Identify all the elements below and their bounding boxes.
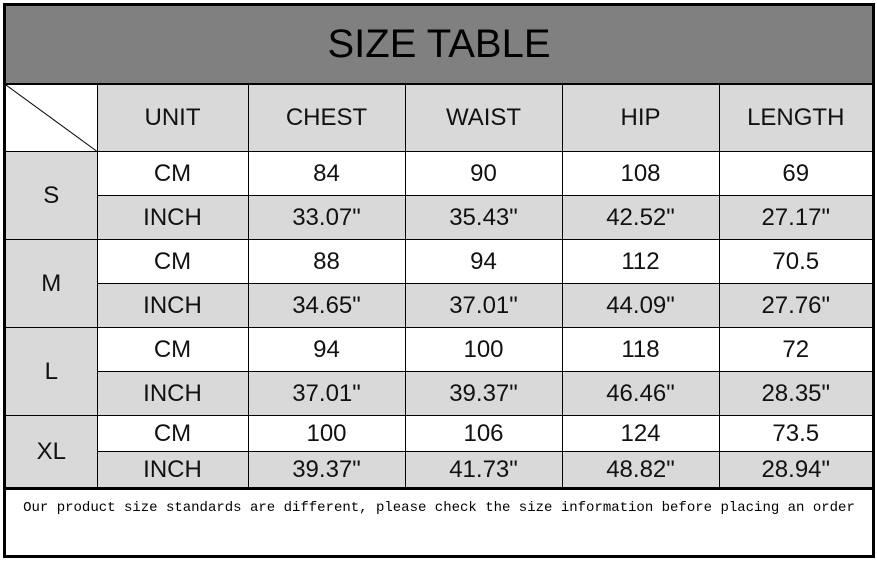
table-row: L CM 94 100 118 72 — [6, 327, 872, 416]
measurement-cell: 118 — [561, 327, 720, 372]
header-hip: HIP — [561, 85, 720, 152]
unit-cell: INCH — [97, 451, 249, 488]
measurement-cell: 100 — [404, 327, 563, 372]
measurement-cell: 73.5 — [718, 415, 872, 452]
measurement-cell: 70.5 — [718, 239, 872, 284]
table-row: INCH 34.65" 37.01" 44.09" 27.76" — [6, 283, 872, 328]
size-note: Our product size standards are different… — [6, 488, 872, 558]
measurement-cell: 88 — [247, 239, 406, 284]
measurement-cell: 84 — [247, 151, 406, 196]
measurement-cell: 39.37" — [404, 371, 563, 416]
measurement-cell: 34.65" — [247, 283, 406, 328]
size-grid: UNIT CHEST WAIST HIP LENGTH S CM 84 90 108 69… — [6, 85, 872, 488]
header-row: UNIT CHEST WAIST HIP LENGTH — [6, 85, 872, 152]
size-label: M — [6, 239, 98, 328]
table-title: SIZE TABLE — [6, 6, 872, 85]
measurement-cell: 69 — [718, 151, 872, 196]
corner-cell — [6, 85, 98, 152]
size-label: XL — [6, 415, 98, 488]
measurement-cell: 27.17" — [718, 195, 872, 240]
header-chest: CHEST — [247, 85, 406, 152]
table-row: INCH 37.01" 39.37" 46.46" 28.35" — [6, 371, 872, 416]
size-label: L — [6, 327, 98, 416]
header-waist: WAIST — [404, 85, 563, 152]
measurement-cell: 106 — [404, 415, 563, 452]
measurement-cell: 100 — [247, 415, 406, 452]
measurement-cell: 37.01" — [247, 371, 406, 416]
measurement-cell: 108 — [561, 151, 720, 196]
table-row: INCH 33.07" 35.43" 42.52" 27.17" — [6, 195, 872, 240]
header-length: LENGTH — [718, 85, 872, 152]
measurement-cell: 28.35" — [718, 371, 872, 416]
size-table: SIZE TABLE UNIT CHEST WAIST HIP LENGTH S… — [3, 3, 875, 558]
unit-cell: INCH — [97, 283, 249, 328]
measurement-cell: 37.01" — [404, 283, 563, 328]
measurement-cell: 124 — [561, 415, 720, 452]
unit-cell: INCH — [97, 195, 249, 240]
measurement-cell: 41.73" — [404, 451, 563, 488]
measurement-cell: 46.46" — [561, 371, 720, 416]
measurement-cell: 28.94" — [718, 451, 872, 488]
table-row: M CM 88 94 112 70.5 — [6, 239, 872, 328]
unit-cell: CM — [96, 239, 249, 284]
size-label: S — [6, 151, 98, 240]
measurement-cell: 48.82" — [561, 451, 720, 488]
measurement-cell: 27.76" — [718, 283, 872, 328]
measurement-cell: 94 — [404, 239, 563, 284]
measurement-cell: 39.37" — [247, 451, 406, 488]
unit-cell: INCH — [97, 371, 249, 416]
measurement-cell: 42.52" — [561, 195, 720, 240]
unit-cell: CM — [96, 327, 249, 372]
unit-cell: CM — [96, 151, 249, 196]
measurement-cell: 112 — [561, 239, 720, 284]
table-row: S CM 84 90 108 69 — [6, 151, 872, 240]
measurement-cell: 94 — [247, 327, 406, 372]
measurement-cell: 72 — [718, 327, 872, 372]
diagonal-line — [6, 85, 97, 151]
measurement-cell: 35.43" — [404, 195, 563, 240]
table-row: INCH 39.37" 41.73" 48.82" 28.94" — [6, 451, 872, 488]
header-unit: UNIT — [96, 85, 249, 152]
measurement-cell: 44.09" — [561, 283, 720, 328]
measurement-cell: 33.07" — [247, 195, 406, 240]
measurement-cell: 90 — [404, 151, 563, 196]
table-row: XL CM 100 106 124 73.5 — [6, 415, 872, 488]
unit-cell: CM — [96, 415, 249, 452]
